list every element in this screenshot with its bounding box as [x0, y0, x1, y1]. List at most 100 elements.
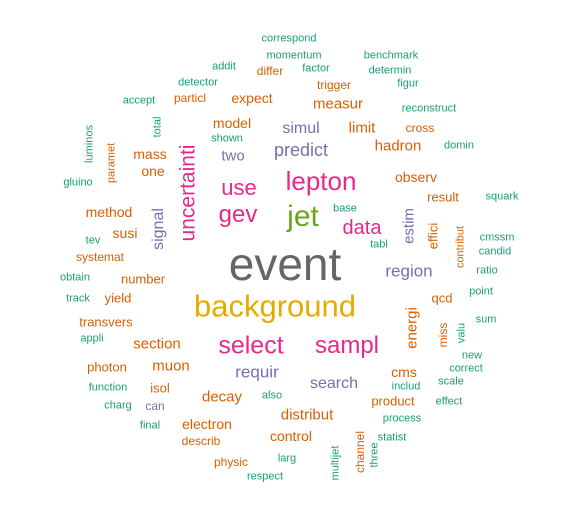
cloud-word: function — [88, 381, 128, 394]
cloud-word: one — [141, 163, 165, 179]
cloud-word: point — [469, 285, 493, 298]
cloud-word: ratio — [476, 264, 498, 277]
cloud-word: sum — [475, 313, 497, 326]
cloud-word: electron — [182, 416, 232, 432]
cloud-word: hadron — [374, 137, 422, 155]
cloud-word: gluino — [63, 176, 93, 189]
cloud-word: three — [368, 442, 381, 468]
cloud-word: control — [269, 428, 313, 444]
cloud-word: figur — [397, 77, 419, 90]
cloud-word: systemat — [75, 250, 125, 264]
cloud-word: gev — [218, 201, 258, 228]
cloud-word: number — [120, 271, 166, 287]
cloud-word: multijet — [329, 445, 342, 481]
cloud-word: cms — [391, 364, 417, 380]
cloud-word: predict — [273, 140, 329, 160]
cloud-word: sampl — [314, 332, 380, 359]
cloud-word: luminos — [83, 125, 96, 163]
cloud-word: momentum — [266, 49, 322, 62]
cloud-word: scale — [438, 375, 464, 388]
cloud-word: estim — [400, 208, 418, 244]
cloud-word: measur — [312, 95, 364, 113]
cloud-word: base — [333, 202, 357, 215]
cloud-word: reconstruct — [401, 102, 457, 115]
cloud-word: mass — [133, 146, 167, 162]
cloud-word: detector — [178, 76, 218, 89]
cloud-word: isol — [150, 380, 170, 396]
cloud-word: process — [382, 412, 422, 425]
cloud-word: expect — [231, 90, 273, 106]
cloud-word: domin — [444, 139, 474, 152]
cloud-word: susi — [112, 225, 138, 241]
cloud-word: also — [261, 389, 283, 402]
cloud-word: accept — [122, 94, 156, 107]
cloud-word: model — [212, 115, 252, 131]
cloud-word: describ — [181, 434, 221, 448]
cloud-word: particl — [173, 91, 207, 105]
cloud-word: decay — [201, 388, 243, 406]
cloud-word: uncertainti — [176, 144, 200, 242]
cloud-word: can — [145, 399, 165, 413]
cloud-word: final — [139, 419, 161, 432]
cloud-word: track — [66, 292, 90, 305]
cloud-word: larg — [277, 452, 297, 465]
cloud-word: includ — [391, 380, 421, 393]
cloud-word: lepton — [285, 166, 357, 196]
cloud-word: event — [228, 238, 342, 290]
cloud-word: benchmark — [363, 49, 419, 62]
cloud-word: miss — [436, 322, 450, 348]
cloud-word: photon — [87, 359, 127, 375]
cloud-word: yield — [104, 290, 132, 306]
cloud-word: search — [309, 375, 359, 392]
cloud-word: select — [218, 331, 284, 360]
cloud-word: candid — [478, 245, 512, 258]
cloud-word: observ — [394, 169, 438, 185]
cloud-word: product — [371, 393, 415, 409]
cloud-word: background — [193, 288, 357, 324]
cloud-word: effici — [425, 222, 441, 250]
cloud-word: trigger — [316, 78, 352, 92]
cloud-word: data — [342, 217, 382, 239]
cloud-word: tev — [85, 234, 101, 247]
cloud-word: differ — [256, 64, 284, 78]
cloud-word: obtain — [60, 271, 90, 284]
cloud-word: tabl — [370, 238, 388, 251]
cloud-word: correspond — [261, 32, 317, 45]
cloud-word: factor — [302, 62, 330, 75]
cloud-word: cross — [405, 121, 435, 135]
cloud-word: paramet — [105, 142, 118, 184]
cloud-word: appli — [80, 332, 104, 345]
cloud-word: limit — [348, 119, 376, 137]
cloud-word: jet — [287, 200, 319, 233]
cloud-word: section — [133, 335, 181, 353]
cloud-word: qcd — [431, 290, 453, 306]
cloud-word: shown — [211, 132, 243, 145]
cloud-word: determin — [368, 64, 412, 77]
cloud-word: channel — [353, 430, 367, 474]
cloud-word: correct — [449, 362, 483, 375]
cloud-word: charg — [104, 399, 132, 412]
cloud-word: effect — [435, 395, 463, 408]
cloud-word: two — [221, 147, 245, 165]
cloud-word: muon — [152, 357, 190, 375]
cloud-word: transvers — [79, 314, 133, 330]
cloud-word: valu — [455, 322, 468, 344]
cloud-word: distribut — [280, 406, 334, 424]
cloud-word: squark — [485, 190, 519, 203]
cloud-word: requir — [235, 362, 279, 382]
cloud-word: energi — [403, 307, 421, 349]
cloud-word: cmssm — [479, 231, 515, 244]
cloud-word: method — [85, 204, 133, 220]
cloud-word: respect — [246, 470, 284, 483]
cloud-word: statist — [377, 431, 407, 444]
cloud-word: contribut — [454, 225, 467, 269]
cloud-word: total — [151, 116, 164, 138]
cloud-word: signal — [150, 208, 167, 250]
cloud-word: simul — [282, 120, 320, 137]
cloud-word: region — [385, 261, 433, 281]
cloud-word: use — [221, 175, 257, 200]
cloud-word: physic — [213, 455, 249, 469]
cloud-word: result — [427, 189, 459, 205]
cloud-word: addit — [212, 60, 236, 73]
